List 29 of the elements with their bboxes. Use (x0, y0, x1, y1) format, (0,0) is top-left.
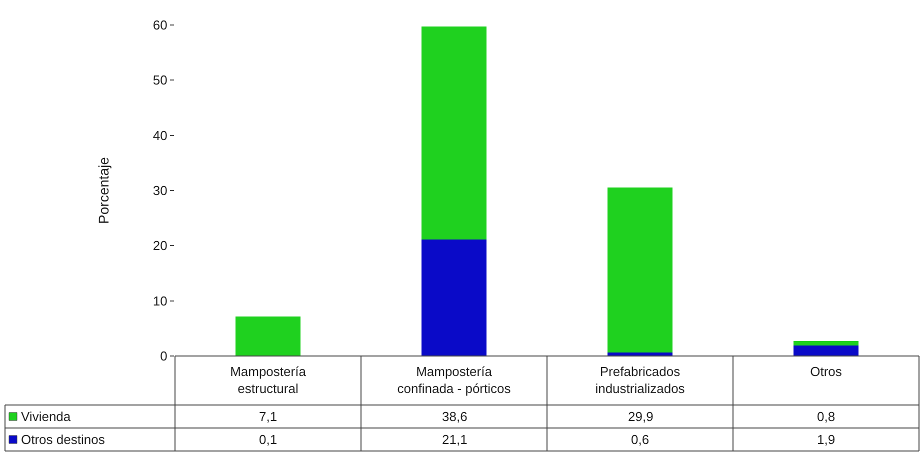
y-tick-label: 60 (152, 18, 168, 33)
data-label: 21,1 (442, 432, 468, 447)
y-tick-label: 20 (152, 238, 168, 254)
y-tick-label: 30 (152, 183, 168, 198)
y-axis-title: Porcentaje (96, 156, 112, 224)
data-label: 7,1 (259, 409, 278, 424)
bar (607, 188, 673, 353)
data-label: 0,1 (259, 432, 278, 447)
legend-label: Vivienda (21, 409, 72, 424)
data-label: 0,6 (631, 432, 650, 447)
data-label: 29,9 (628, 409, 654, 424)
bar (421, 26, 487, 240)
y-tick-label: 50 (152, 72, 168, 88)
x-tick-label: Mampostería estructural (230, 364, 307, 396)
y-tick-label: 40 (152, 128, 168, 143)
data-label: 0,8 (817, 409, 836, 424)
bar (607, 352, 673, 356)
x-tick-label: Otros (810, 364, 842, 379)
y-tick-label: 10 (152, 293, 168, 308)
bar (793, 341, 859, 346)
data-label: 1,9 (817, 432, 836, 447)
bar (793, 346, 859, 356)
x-tick-label: Mampostería confinada - pórticos (397, 364, 512, 396)
data-label: 38,6 (442, 409, 468, 424)
bar (421, 240, 487, 356)
legend-label: Otros destinos (21, 432, 106, 447)
x-tick-label: Prefabricados industrializados (595, 364, 686, 396)
y-tick-label: 0 (160, 348, 168, 364)
bar (235, 316, 301, 356)
